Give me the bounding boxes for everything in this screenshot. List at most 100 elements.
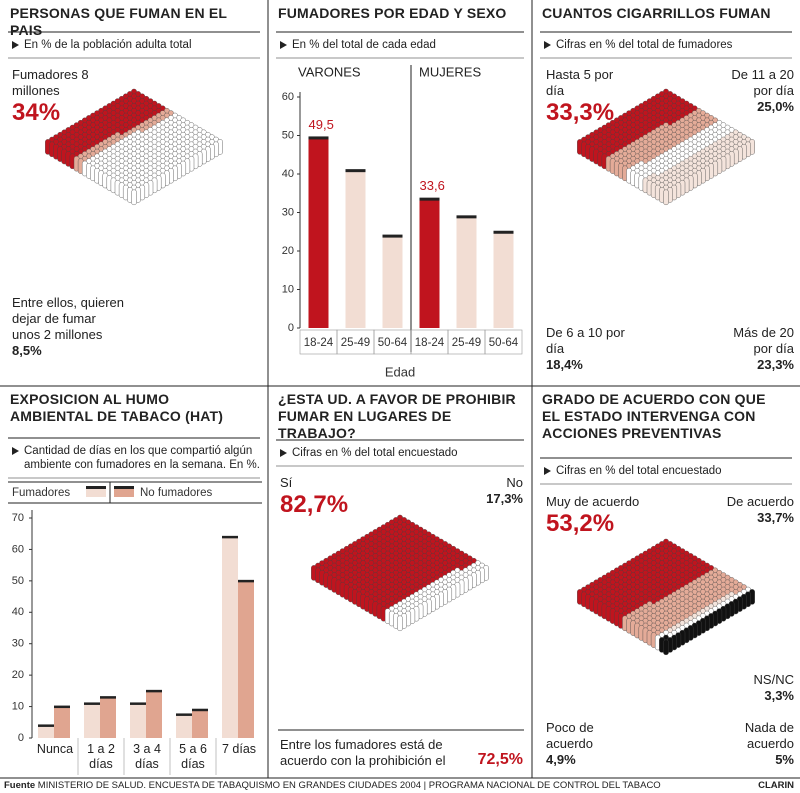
category-label: NS/NC: [753, 672, 794, 687]
bar: [146, 690, 162, 738]
bar: [308, 137, 329, 328]
y-tick-label: 0: [288, 322, 294, 334]
legend-label: No fumadores: [140, 487, 212, 499]
value-label: 49,5: [309, 117, 334, 132]
category-box: [484, 329, 523, 355]
value-label: 4,9%: [546, 752, 576, 767]
category-label-block: De 6 a 10 por día 18,4%: [546, 325, 626, 372]
panel-subtitle: Cifras en % del total de fumadores: [544, 38, 794, 52]
person: [397, 615, 403, 631]
bar: [382, 235, 403, 328]
x-tick-label: 50-64: [489, 337, 519, 349]
x-tick-label: Nunca: [36, 742, 74, 756]
bar-cap: [176, 713, 192, 716]
category-label: Fumadores 8 millones: [12, 67, 89, 98]
category-label: De acuerdo: [726, 494, 794, 509]
bar-cap: [238, 579, 254, 583]
bar: [176, 714, 192, 738]
category-label: De 6 a 10 por día: [546, 325, 625, 356]
bar: [130, 703, 146, 738]
y-tick-label: 10: [282, 283, 294, 295]
y-tick-label: 60: [12, 543, 24, 555]
panel-title: PERSONAS QUE FUMAN EN EL PAIS: [10, 5, 227, 38]
x-tick-label: 25-49: [341, 337, 370, 349]
panel-subtitle: Cantidad de días en los que compartió al…: [12, 444, 262, 472]
x-tick-label: 18-24: [415, 337, 445, 349]
y-tick-label: 70: [12, 512, 24, 524]
category-label-block: Entre ellos, quieren dejar de fumar unos…: [12, 295, 127, 358]
person: [663, 189, 669, 206]
category-label: Más de 20 por día: [733, 325, 794, 356]
remainder: [81, 112, 223, 206]
y-tick-label: 50: [12, 575, 24, 587]
panel-title: CUANTOS CIGARRILLOS FUMAN: [542, 5, 771, 21]
footer-source: MINISTERIO DE SALUD. ENCUESTA DE TABAQUI…: [37, 780, 661, 791]
legend-cap: [86, 486, 106, 489]
note: Entre los fumadores está de acuerdo con …: [280, 737, 446, 768]
category-label-block: Fumadores 8 millones 34%: [12, 67, 102, 127]
category-label: Nada de acuerdo: [744, 720, 794, 751]
panel-subtitle: En % del total de cada edad: [280, 38, 526, 52]
y-tick-label: 50: [282, 129, 294, 141]
category-label-block: Hasta 5 por día 33,3%: [546, 67, 616, 127]
bar-cap: [419, 197, 440, 201]
category-region: [642, 129, 755, 206]
category-label-block: NS/NC 3,3%: [714, 672, 794, 703]
y-tick-label: 10: [12, 700, 24, 712]
bar: [222, 536, 238, 738]
panel-title: GRADO DE ACUERDO CON QUE EL ESTADO INTER…: [542, 391, 766, 441]
y-tick-label: 20: [282, 245, 294, 257]
bar: [419, 198, 440, 328]
bar-cap: [38, 724, 54, 727]
bar-cap: [84, 702, 100, 705]
x-tick-label: 18-24: [304, 337, 334, 349]
group-label: MUJERES: [419, 64, 481, 79]
footer-label: Fuente: [4, 780, 36, 791]
footer-credit: CLARIN: [758, 780, 794, 791]
category-region: [659, 589, 755, 655]
value-label: 23,3%: [757, 357, 794, 372]
note-value: 72,5%: [477, 751, 523, 768]
category-label-block: De 11 a 20 por día 25,0%: [714, 67, 794, 114]
value-label: 53,2%: [546, 510, 615, 537]
bar-cap: [130, 702, 146, 705]
legend-swatch: [114, 487, 134, 497]
bar: [493, 231, 514, 328]
category-label-block: Nada de acuerdo 5%: [724, 720, 794, 767]
bar-cap: [456, 215, 477, 219]
legend-label: Fumadores: [12, 487, 70, 499]
category-label: Muy de acuerdo: [546, 494, 640, 509]
value-label: 3,3%: [764, 688, 794, 703]
bar: [456, 216, 477, 328]
bar: [238, 580, 254, 738]
category-label-block: Sí 82,7%: [280, 475, 380, 519]
bar: [54, 706, 70, 738]
bar-cap: [382, 234, 403, 238]
bar-cap: [222, 535, 238, 539]
x-tick-label: 7 días: [221, 742, 257, 756]
value-label: 33,7%: [757, 510, 794, 525]
bar: [192, 709, 208, 738]
category-region: [384, 560, 489, 631]
panel-subtitle: Cifras en % del total encuestado: [544, 464, 794, 478]
bar: [84, 703, 100, 738]
x-axis-label: Edad: [385, 364, 415, 379]
legend-swatch: [86, 487, 106, 497]
panel-subtitle: En % de la población adulta total: [12, 38, 262, 52]
bar: [38, 725, 54, 738]
value-label: 8,5%: [12, 343, 42, 358]
category-label-block: No 17,3%: [463, 475, 523, 506]
value-label: 33,6: [420, 178, 445, 193]
value-label: 34%: [12, 99, 61, 126]
value-label: 17,3%: [486, 491, 523, 506]
panel-subtitle: Cifras en % del total encuestado: [280, 446, 526, 460]
value-label: 18,4%: [546, 357, 583, 372]
x-tick-label: 5 a 6 días: [179, 742, 207, 771]
y-tick-label: 30: [12, 638, 24, 650]
y-tick-label: 40: [282, 168, 294, 180]
category-label: Entre ellos, quieren dejar de fumar unos…: [12, 295, 125, 342]
category-label: Poco de acuerdo: [546, 720, 594, 751]
category-label-block: De acuerdo 33,7%: [704, 494, 794, 525]
